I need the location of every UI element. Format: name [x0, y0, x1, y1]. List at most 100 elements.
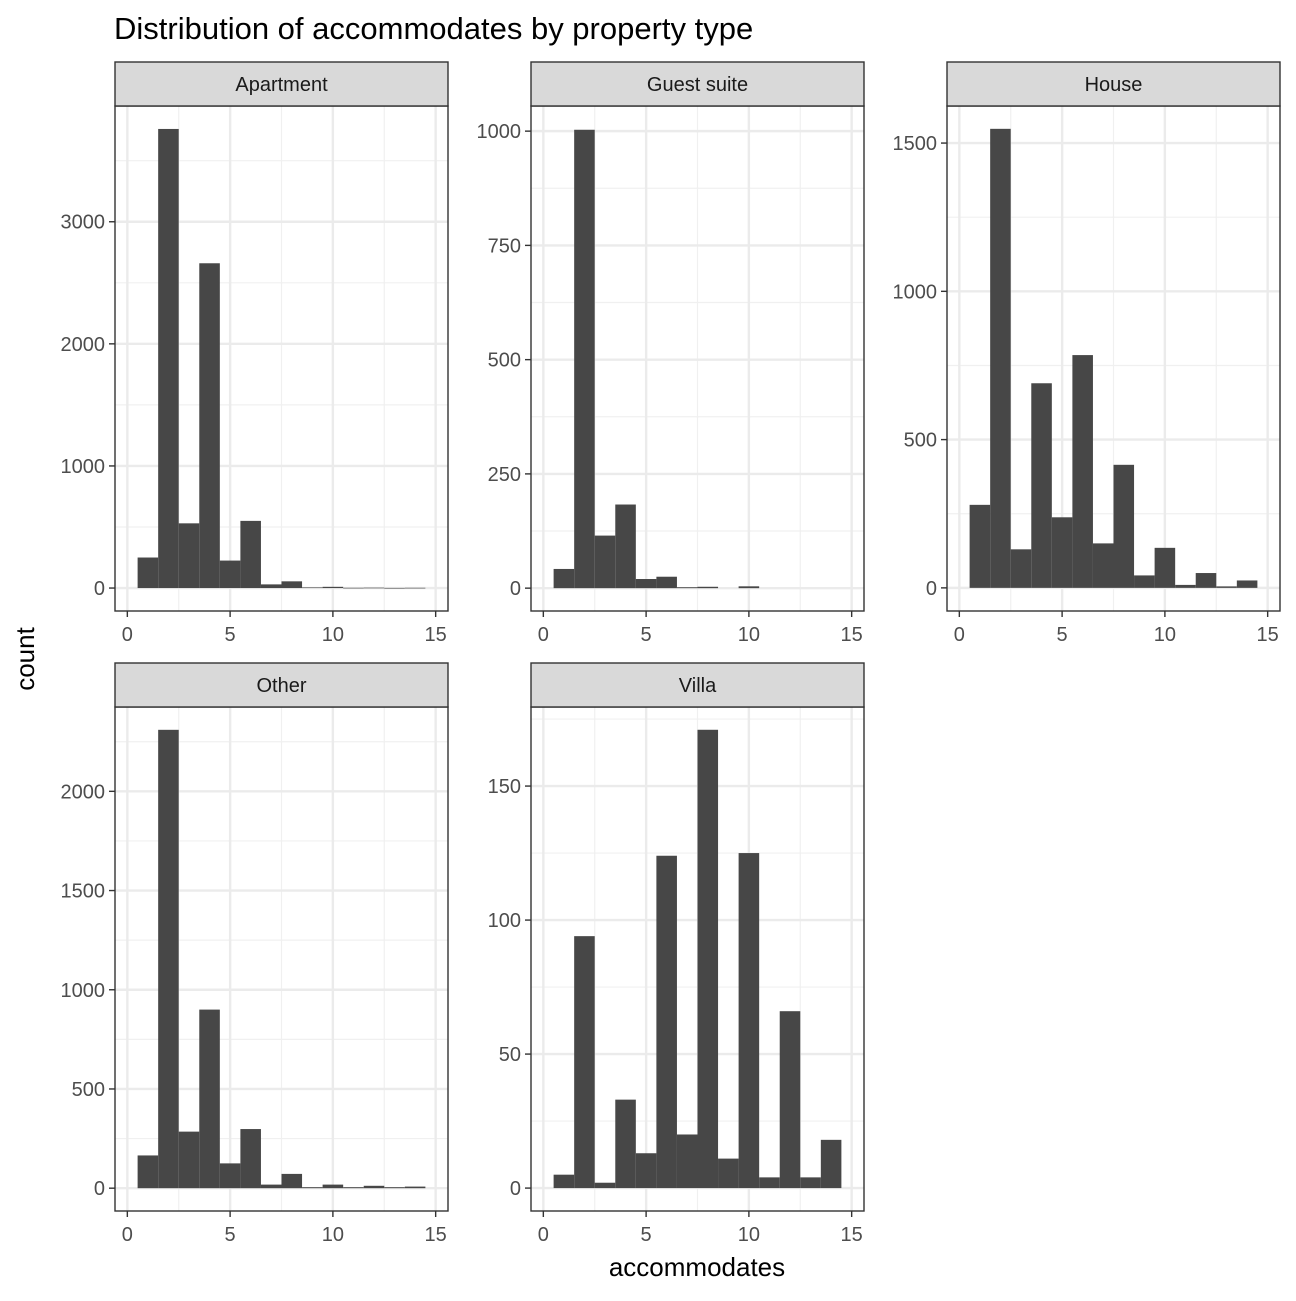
facet-panel: Apartment 0 1000 2000 3000 0 5 10 15	[61, 61, 449, 646]
histogram-bar	[718, 1158, 739, 1189]
histogram-bar	[676, 1134, 698, 1189]
facet-strip	[114, 662, 449, 708]
histogram-bar	[779, 1011, 801, 1189]
y-tick-label: 500	[72, 1079, 105, 1101]
histogram-bar	[820, 1139, 842, 1189]
histogram-bar	[697, 586, 719, 589]
chart-title: Distribution of accommodates by property…	[114, 11, 753, 46]
histogram-bar	[281, 581, 303, 589]
histogram-bar	[1154, 547, 1176, 588]
x-tick-label: 10	[1154, 624, 1176, 646]
histogram-bar	[240, 520, 261, 589]
histogram-bar	[1175, 584, 1196, 588]
histogram-bar	[1072, 355, 1093, 588]
y-tick-label: 100	[488, 910, 521, 932]
facet-panel: House 0 500 1000 1500 0 5 10 15	[893, 61, 1281, 646]
histogram-bar	[240, 1129, 261, 1189]
histogram-bar	[1051, 517, 1073, 588]
x-tick-label: 10	[738, 1224, 760, 1246]
histogram-bar	[260, 1184, 282, 1189]
y-tick-label: 0	[510, 578, 521, 600]
x-tick-label: 15	[425, 624, 447, 646]
histogram-bar	[1113, 464, 1135, 588]
histogram-bar	[635, 579, 657, 589]
histogram-bar	[553, 1174, 575, 1189]
facet-strip	[530, 61, 865, 107]
histogram-bar	[656, 855, 677, 1189]
x-tick-label: 0	[122, 624, 133, 646]
histogram-bar	[343, 587, 364, 589]
histogram-bar	[260, 584, 282, 589]
y-tick-label: 50	[499, 1044, 521, 1066]
x-tick-label: 5	[225, 624, 236, 646]
x-tick-label: 10	[322, 624, 344, 646]
histogram-bar	[738, 586, 760, 589]
y-tick-label: 150	[488, 776, 521, 798]
histogram-bar	[404, 587, 426, 589]
histogram-bar	[302, 1187, 323, 1189]
histogram-bar	[1195, 573, 1217, 588]
y-tick-label: 1000	[61, 456, 106, 478]
x-axis-label: accommodates	[609, 1252, 785, 1282]
histogram-bar	[656, 576, 677, 589]
histogram-bar	[137, 557, 159, 589]
histogram-bar	[1216, 586, 1237, 588]
y-tick-label: 2000	[61, 781, 106, 803]
x-tick-label: 0	[538, 624, 549, 646]
y-tick-label: 2000	[61, 334, 106, 356]
histogram-bar	[322, 1184, 344, 1189]
histogram-bar	[302, 587, 323, 589]
histogram-bar	[738, 853, 760, 1189]
facet-strip	[530, 662, 865, 708]
histogram-bar	[178, 523, 200, 589]
facet-strip-label: Other	[256, 675, 306, 697]
histogram-bar	[219, 1163, 241, 1189]
y-tick-label: 3000	[61, 212, 106, 234]
histogram-bar	[219, 560, 241, 589]
y-tick-label: 750	[488, 235, 521, 257]
histogram-bar	[1010, 549, 1032, 588]
y-axis-label: count	[10, 626, 40, 690]
y-tick-label: 0	[510, 1178, 521, 1200]
facet-panel: Villa 0 50 100 150 0 5 10 15	[488, 662, 865, 1246]
facet-panel: Other 0 500 1000 1500 2000 0 5 10 15	[61, 662, 449, 1246]
facet-strip-label: Apartment	[235, 74, 328, 96]
histogram-bar	[594, 535, 616, 589]
y-tick-label: 500	[904, 430, 937, 452]
y-tick-label: 1000	[477, 121, 522, 143]
x-tick-label: 15	[425, 1224, 447, 1246]
facet-panel: Guest suite 0 250 500 750 1000 0 5 10 15	[477, 61, 865, 646]
x-tick-label: 5	[225, 1224, 236, 1246]
y-tick-label: 0	[926, 578, 937, 600]
x-tick-label: 0	[538, 1224, 549, 1246]
x-tick-label: 15	[841, 624, 863, 646]
histogram-bar	[635, 1153, 657, 1189]
histogram-bar	[1031, 383, 1052, 588]
facet-strip	[946, 61, 1281, 107]
y-tick-label: 0	[94, 578, 105, 600]
facet-strip	[114, 61, 449, 107]
x-tick-label: 0	[954, 624, 965, 646]
histogram-bar	[574, 129, 595, 589]
histogram-bar	[137, 1155, 159, 1189]
histogram-bar	[759, 1177, 780, 1189]
y-tick-label: 0	[94, 1178, 105, 1200]
x-tick-label: 5	[641, 1224, 652, 1246]
histogram-bar	[384, 587, 405, 589]
histogram-bar	[1134, 575, 1155, 588]
histogram-bar	[384, 1187, 405, 1189]
histogram-bar	[697, 729, 719, 1189]
histogram-bar	[363, 587, 385, 589]
histogram-bar	[404, 1186, 426, 1189]
x-tick-label: 15	[1257, 624, 1279, 646]
x-tick-label: 15	[841, 1224, 863, 1246]
histogram-bar	[281, 1173, 303, 1189]
y-tick-label: 1500	[61, 881, 106, 903]
facet-strip-label: House	[1085, 74, 1143, 96]
histogram-bar	[553, 568, 575, 589]
histogram-bar	[615, 504, 636, 589]
histogram-bar	[574, 936, 595, 1189]
